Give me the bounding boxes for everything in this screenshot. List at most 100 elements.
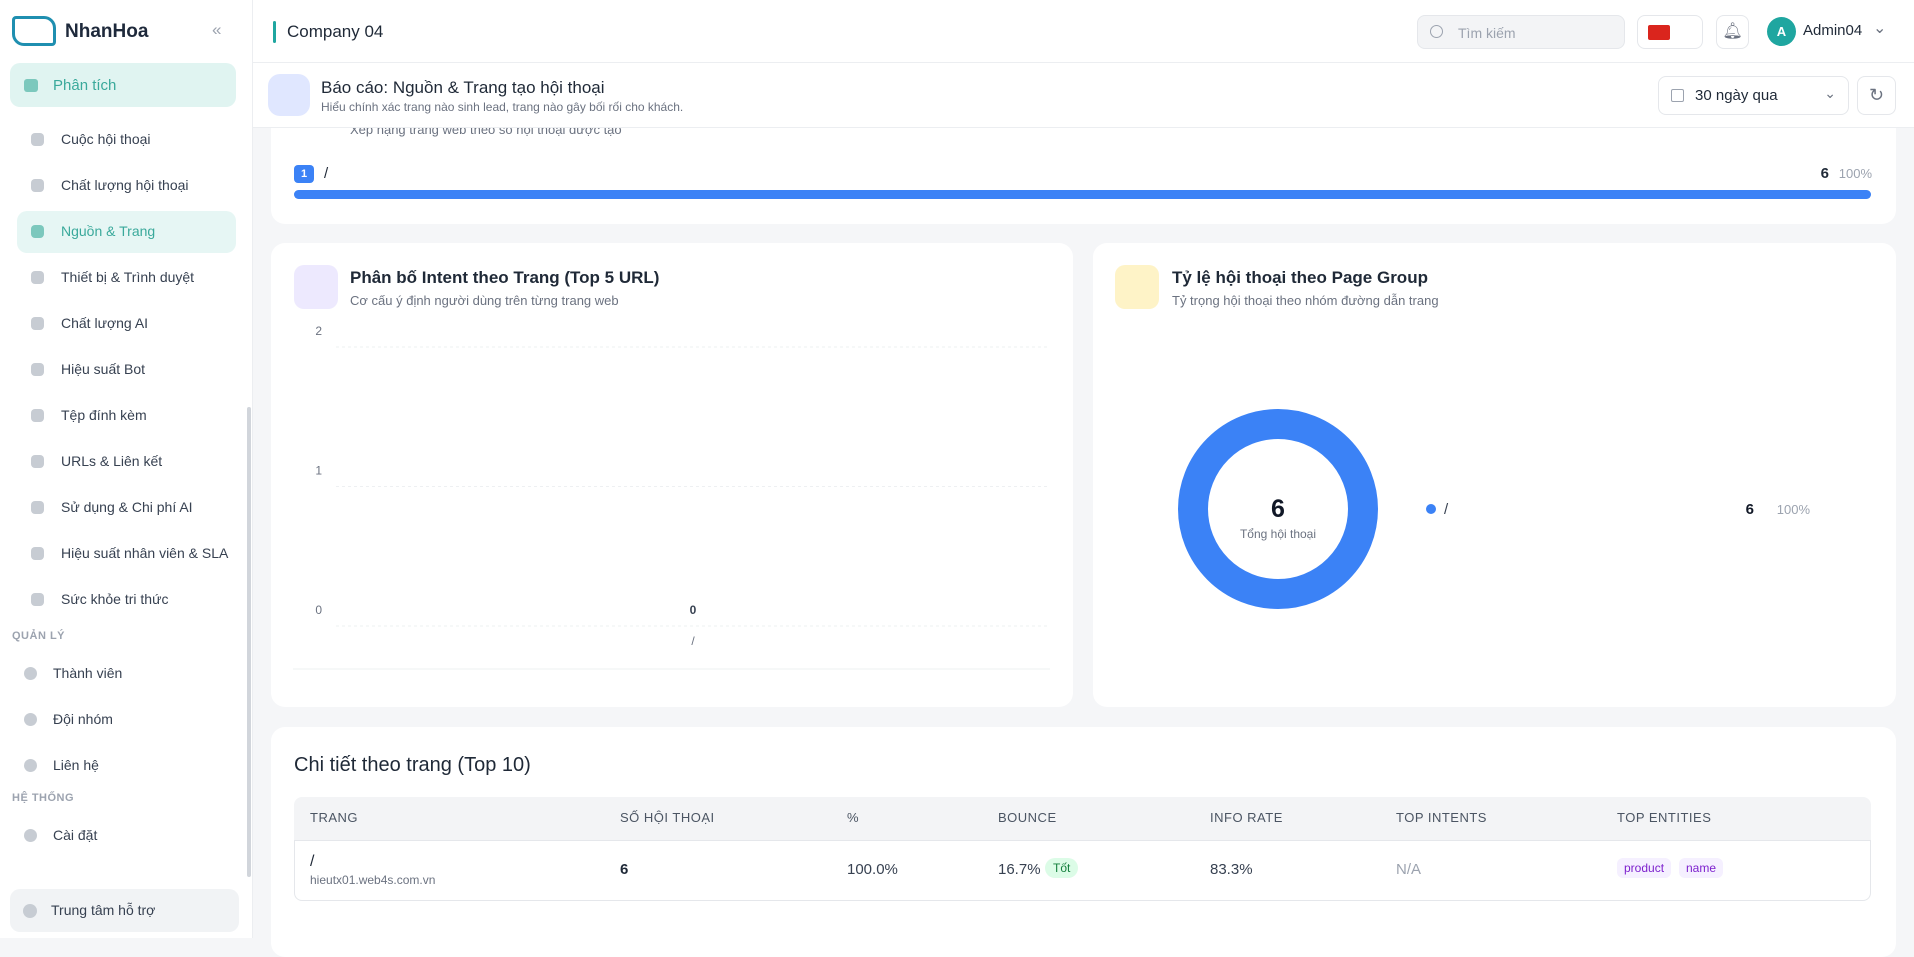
user-name[interactable]: Admin04 bbox=[1803, 22, 1863, 39]
rank-badge: 1 bbox=[294, 165, 314, 183]
table-column-header: TRANG bbox=[310, 810, 358, 825]
nav-item[interactable]: Chất lượng hội thoại bbox=[61, 177, 189, 193]
rank-bar-track bbox=[294, 190, 1871, 199]
rank-bar bbox=[294, 190, 1871, 199]
nav-item[interactable]: URLs & Liên kết bbox=[61, 453, 163, 469]
company-name[interactable]: Company 04 bbox=[287, 22, 384, 41]
search-placeholder[interactable]: Tìm kiếm bbox=[1458, 25, 1516, 41]
nav-item[interactable]: Thiết bị & Trình duyệt bbox=[61, 269, 195, 285]
nav-icon bbox=[31, 501, 44, 514]
cell-count: 6 bbox=[620, 861, 629, 878]
nav-icon bbox=[31, 317, 44, 330]
flag bbox=[1648, 25, 1670, 40]
nav-icon bbox=[31, 409, 44, 422]
nav-item[interactable]: Sử dụng & Chi phí AI bbox=[61, 499, 193, 515]
table-column-header: INFO RATE bbox=[1210, 810, 1283, 825]
cell-top-intents: N/A bbox=[1396, 861, 1422, 878]
nav-icon bbox=[31, 225, 44, 238]
nav-item[interactable]: Cuộc hội thoại bbox=[61, 131, 151, 147]
table-column-header: % bbox=[847, 810, 860, 825]
nav-item[interactable]: Chất lượng AI bbox=[61, 315, 149, 331]
nav-item[interactable]: Thành viên bbox=[53, 665, 123, 681]
header-title: Báo cáo: Nguồn & Trang tạo hội thoại bbox=[321, 78, 605, 97]
nav-item[interactable]: Tệp đính kèm bbox=[61, 407, 147, 423]
nav-group[interactable]: Phân tích bbox=[53, 77, 117, 94]
page-header: Báo cáo: Nguồn & Trang tạo hội thoại Hiể… bbox=[253, 63, 1914, 128]
intent-card: Phân bố Intent theo Trang (Top 5 URL) Cơ… bbox=[271, 243, 1073, 707]
rank-count: 6 bbox=[1820, 165, 1829, 182]
table-column-header: BOUNCE bbox=[998, 810, 1057, 825]
language-button[interactable] bbox=[1637, 15, 1703, 49]
support-icon bbox=[23, 904, 37, 918]
sidebar: NhanHoa « Trung tâm hỗ trợ Phân tích Cuộc… bbox=[0, 0, 253, 938]
logo bbox=[12, 16, 56, 46]
nav-icon bbox=[31, 179, 44, 192]
company-marker bbox=[273, 21, 276, 43]
header-subtitle: Hiểu chính xác trang nào sinh lead, tran… bbox=[321, 100, 684, 114]
table-title: Chi tiết theo trang (Top 10) bbox=[294, 754, 531, 776]
support-text[interactable]: Trung tâm hỗ trợ bbox=[51, 902, 156, 918]
nav-section: QUẢN LÝ bbox=[12, 630, 65, 642]
support-button[interactable]: Trung tâm hỗ trợ bbox=[10, 889, 239, 932]
nav-icon bbox=[24, 829, 37, 842]
search-box[interactable]: Tìm kiếm bbox=[1417, 15, 1625, 49]
refresh-button[interactable]: ↻ bbox=[1857, 76, 1896, 115]
date-range[interactable]: 30 ngày qua ⌄ bbox=[1658, 76, 1849, 115]
brand: NhanHoa bbox=[65, 21, 149, 42]
cell-domain: hieutx01.web4s.com.vn bbox=[310, 873, 436, 887]
nav-icon bbox=[24, 667, 37, 680]
entity-chip: product bbox=[1617, 858, 1672, 878]
group-card: Tỷ lệ hội thoại theo Page Group Tỷ trọng… bbox=[1093, 243, 1896, 707]
nav-item[interactable]: Hiệu suất Bot bbox=[61, 361, 146, 377]
cell-bounce: 16.7% bbox=[998, 861, 1041, 878]
user-chevron: ⌄ bbox=[1873, 20, 1887, 37]
group-subtitle: Tỷ trọng hội thoại theo nhóm đường dẫn t… bbox=[1172, 293, 1439, 308]
collapse[interactable]: « bbox=[212, 20, 222, 39]
rank-percent: 100% bbox=[1838, 166, 1872, 181]
cell-info-rate: 83.3% bbox=[1210, 861, 1253, 878]
intent-title: Phân bố Intent theo Trang (Top 5 URL) bbox=[350, 268, 660, 287]
intent-subtitle: Cơ cấu ý định người dùng trên từng trang… bbox=[350, 293, 619, 308]
table-row bbox=[294, 840, 1871, 901]
scrollbar bbox=[247, 407, 251, 877]
cell-page: / bbox=[310, 853, 315, 870]
nav-icon bbox=[31, 455, 44, 468]
nav-icon bbox=[31, 133, 44, 146]
chevron: ⌄ bbox=[1824, 85, 1836, 101]
nav-icon bbox=[24, 713, 37, 726]
nav-icon bbox=[24, 79, 38, 92]
nav-item[interactable]: Đội nhóm bbox=[53, 711, 113, 727]
nav-icon bbox=[24, 759, 37, 772]
nav-icon bbox=[31, 363, 44, 376]
nav-section: HỆ THỐNG bbox=[12, 792, 75, 804]
rank-page: / bbox=[324, 165, 329, 182]
nav-icon bbox=[31, 271, 44, 284]
date-range-text[interactable]: 30 ngày qua bbox=[1695, 87, 1778, 104]
group-title: Tỷ lệ hội thoại theo Page Group bbox=[1172, 268, 1428, 287]
nav-item[interactable]: Cài đặt bbox=[53, 827, 98, 843]
nav-item[interactable]: Liên hệ bbox=[53, 757, 99, 773]
notifications[interactable]: 🔔︎ bbox=[1716, 15, 1749, 49]
group-icon bbox=[1115, 265, 1159, 309]
search-icon bbox=[1430, 25, 1443, 38]
nav-active-bg[interactable] bbox=[17, 211, 236, 253]
topbar: Company 04 Tìm kiếm 🔔︎ A Admin04 ⌄ bbox=[253, 0, 1914, 63]
nav-item[interactable]: Nguồn & Trang bbox=[61, 223, 156, 239]
intent-icon bbox=[294, 265, 338, 309]
table-column-header: TOP ENTITIES bbox=[1617, 810, 1712, 825]
table-header bbox=[294, 797, 1871, 840]
table-column-header: TOP INTENTS bbox=[1396, 810, 1487, 825]
bounce-badge: Tốt bbox=[1045, 858, 1079, 878]
nav-item[interactable]: Hiệu suất nhân viên & SLA bbox=[61, 545, 229, 561]
cell-percent: 100.0% bbox=[847, 861, 898, 878]
nav-icon bbox=[31, 593, 44, 606]
table-column-header: SỐ HỘI THOẠI bbox=[620, 810, 715, 825]
nav-item[interactable]: Sức khỏe tri thức bbox=[61, 591, 169, 607]
nav-group-bg[interactable] bbox=[10, 63, 236, 107]
avatar[interactable]: A bbox=[1767, 17, 1796, 46]
table-card: Chi tiết theo trang (Top 10) bbox=[271, 727, 1896, 957]
header-icon bbox=[268, 74, 310, 116]
calendar-icon bbox=[1671, 89, 1684, 102]
nav-icon bbox=[31, 547, 44, 560]
